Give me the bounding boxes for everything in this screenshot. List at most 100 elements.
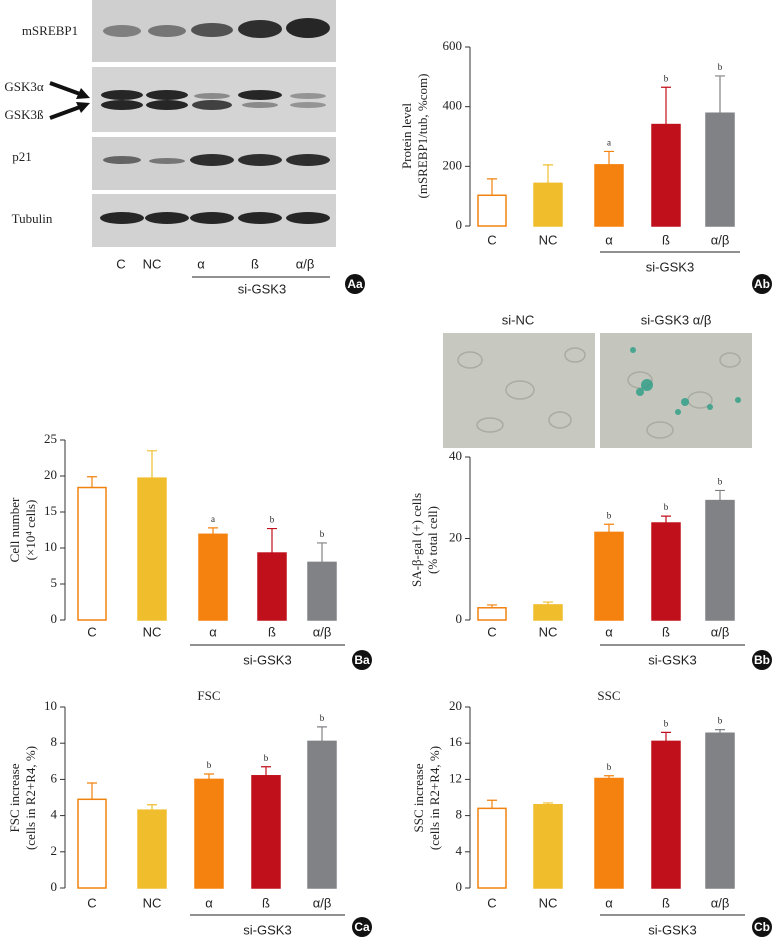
panel-label: Ab — [754, 277, 770, 291]
band — [146, 100, 188, 110]
bar — [533, 604, 563, 621]
bar — [194, 778, 224, 889]
y-tick-label: 0 — [456, 217, 463, 232]
micrograph — [600, 333, 752, 448]
panel-badge — [352, 917, 372, 937]
x-tick-label: α — [605, 895, 613, 910]
x-tick-label: α/β — [711, 895, 730, 910]
y-tick-label: 4 — [456, 843, 463, 858]
error-bar — [147, 450, 157, 479]
chart-title: FSC — [197, 688, 220, 703]
x-tick-label: NC — [539, 895, 558, 910]
group-label: si-GSK3 — [243, 652, 291, 667]
y-tick-label: 600 — [443, 38, 463, 53]
panel-label: Bb — [754, 653, 770, 667]
y-axis-label: Protein level — [399, 103, 414, 169]
significance-label: b — [607, 510, 612, 520]
band — [190, 154, 234, 166]
bar — [651, 123, 681, 227]
significance-label: b — [664, 502, 669, 512]
lane-label: α/β — [296, 256, 315, 271]
error-bar — [604, 775, 614, 779]
group-label: si-GSK3 — [646, 259, 694, 274]
y-tick-label: 40 — [449, 448, 462, 463]
error-bar — [317, 542, 327, 563]
error-bar — [661, 515, 671, 524]
y-axis-label: Cell number — [7, 497, 22, 562]
error-bar — [204, 773, 214, 780]
band — [101, 90, 143, 100]
bar — [307, 561, 337, 621]
lane-label: α — [197, 256, 205, 271]
x-tick-label: C — [487, 624, 496, 639]
panel-badge — [352, 650, 372, 670]
error-bar — [487, 604, 497, 608]
band — [242, 102, 278, 108]
y-tick-label: 10 — [44, 539, 57, 554]
error-bar — [543, 802, 553, 805]
error-bar — [604, 523, 614, 533]
error-bar — [487, 799, 497, 809]
y-tick-label: 15 — [44, 503, 57, 518]
band — [238, 20, 282, 38]
group-label: si-GSK3 — [238, 281, 286, 296]
x-tick-label: NC — [143, 895, 162, 910]
x-tick-label: α — [209, 624, 217, 639]
band — [286, 212, 330, 224]
group-label: si-GSK3 — [648, 652, 696, 667]
y-axis-label: (×10⁴ cells) — [23, 500, 38, 561]
y-tick-label: 6 — [51, 770, 58, 785]
arrow — [49, 105, 81, 120]
y-axis-label: SSC increase — [411, 763, 426, 832]
y-tick-label: 8 — [456, 807, 463, 822]
band — [100, 212, 144, 224]
x-tick-label: α — [205, 895, 213, 910]
y-tick-label: 0 — [51, 611, 58, 626]
lane-label: ß — [251, 256, 259, 271]
y-tick-label: 20 — [44, 467, 57, 482]
panel-badge — [345, 274, 365, 294]
error-bar — [715, 729, 725, 734]
panel-badge — [752, 917, 772, 937]
significance-label: b — [607, 762, 612, 772]
x-tick-label: NC — [539, 624, 558, 639]
band — [238, 90, 282, 100]
x-tick-label: C — [87, 895, 96, 910]
error-bar — [208, 527, 218, 535]
x-tick-label: NC — [539, 232, 558, 247]
panel-label: Cb — [754, 920, 770, 934]
panel-badge — [752, 650, 772, 670]
error-bar — [267, 527, 277, 554]
blot-row-label: GSK3ß — [4, 107, 44, 122]
y-tick-label: 0 — [51, 879, 58, 894]
error-bar — [87, 782, 97, 800]
significance-label: a — [211, 514, 215, 524]
y-tick-label: 20 — [449, 698, 462, 713]
y-axis-label: SA-β-gal (+) cells — [409, 493, 424, 587]
bar — [198, 533, 228, 621]
arrowhead — [76, 102, 90, 113]
y-tick-label: 5 — [51, 575, 58, 590]
band — [238, 212, 282, 224]
y-tick-label: 8 — [51, 734, 58, 749]
bar — [477, 194, 507, 227]
error-bar — [543, 164, 553, 184]
significance-label: b — [270, 515, 275, 525]
bar — [651, 522, 681, 621]
bar — [533, 803, 563, 889]
bands — [100, 18, 330, 224]
bar — [651, 740, 681, 889]
group-label: si-GSK3 — [243, 922, 291, 937]
error-bar — [661, 731, 671, 742]
band — [290, 102, 326, 108]
significance-label: b — [320, 713, 325, 723]
y-tick-label: 16 — [449, 734, 463, 749]
chart-title: SSC — [597, 688, 620, 703]
error-bar — [715, 75, 725, 114]
bar — [705, 499, 735, 621]
y-axis-label: (% total cell) — [425, 506, 440, 574]
x-tick-label: ß — [268, 624, 276, 639]
western-blot: mSREBP1 GSK3α GSK3ß p21 Tubulin C NC α ß… — [4, 0, 365, 296]
band — [286, 18, 330, 38]
bar — [594, 777, 624, 889]
